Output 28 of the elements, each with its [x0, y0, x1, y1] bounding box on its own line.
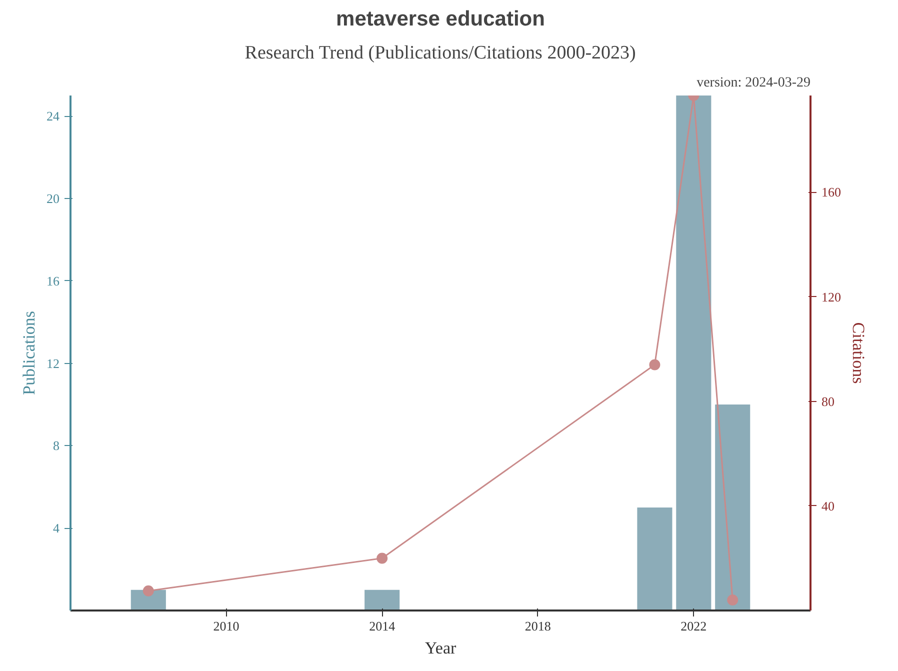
bar [637, 508, 672, 610]
y2-axis-title: Citations [849, 322, 868, 384]
chart-subtitle: Research Trend (Publications/Citations 2000-2023) [244, 42, 636, 64]
chart-title: metaverse education [336, 8, 545, 30]
bar [676, 96, 712, 610]
point [649, 359, 660, 370]
x-tick-label: 2010 [213, 618, 240, 634]
bar [364, 590, 400, 610]
y-tick-label: 16 [46, 273, 60, 288]
y-tick-label: 24 [46, 108, 60, 124]
x-tick-label: 2022 [680, 618, 707, 634]
y-tick-label: 4 [53, 520, 60, 536]
y-axis-title: Publications [20, 310, 38, 396]
y2-tick-label: 40 [822, 498, 834, 514]
point [727, 594, 738, 606]
bar [715, 404, 750, 610]
y2-tick-label: 160 [822, 184, 841, 200]
y2-tick-label: 80 [822, 394, 834, 409]
point [376, 552, 388, 564]
y-tick-label: 20 [46, 191, 60, 206]
y2-tick-label: 120 [822, 289, 841, 304]
y-tick-label: 8 [53, 438, 60, 454]
text: version: 2024-03-29 [696, 76, 811, 90]
x-tick-label: 2014 [369, 618, 396, 634]
y-tick-label: 12 [46, 356, 60, 371]
point [142, 585, 154, 596]
x-tick-label: 2018 [524, 618, 551, 634]
x-axis-title: Year [424, 638, 456, 658]
